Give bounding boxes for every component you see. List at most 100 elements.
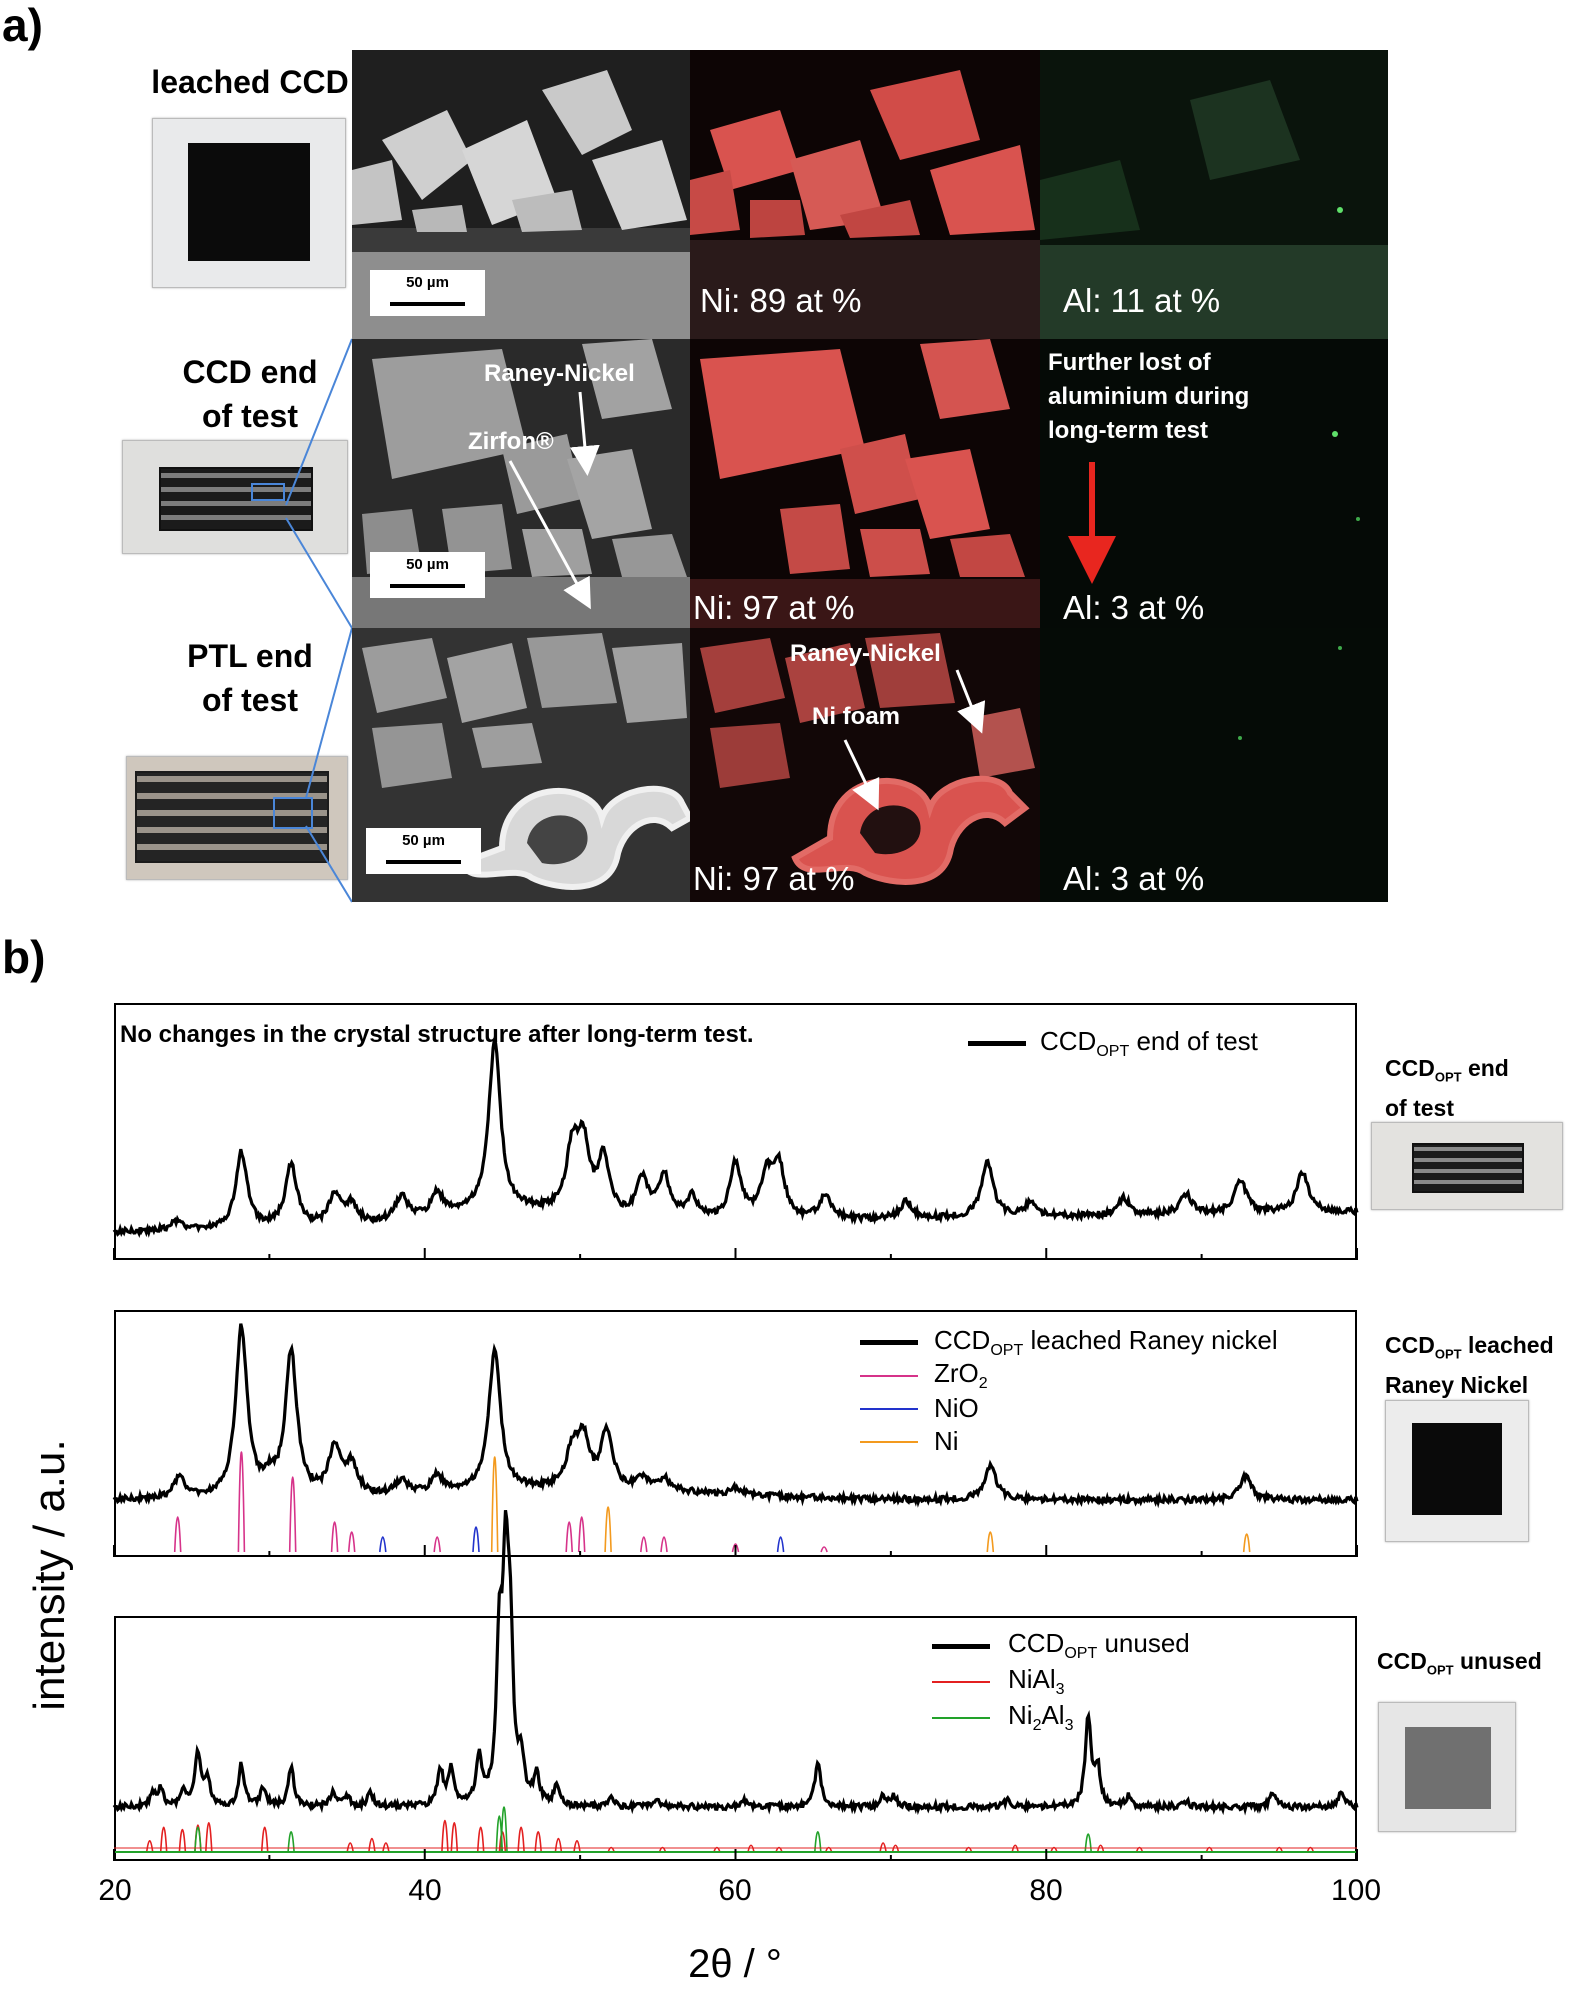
row-label-ptl-end-of-test: PTL end of test: [160, 634, 340, 722]
reference-peak: [159, 1826, 168, 1853]
al-at-percent-row1: Al: 11 at %: [1063, 282, 1221, 319]
reference-peak: [879, 1842, 887, 1853]
scale-bar: 50 µm: [370, 552, 485, 598]
legend-item: NiO: [860, 1392, 1278, 1425]
reference-peak: [500, 1806, 508, 1853]
reference-peak: [347, 1531, 356, 1553]
legend-item: CCDOPT leached Raney nickel: [860, 1324, 1278, 1360]
reference-peak: [814, 1830, 822, 1853]
reference-peak: [330, 1521, 339, 1553]
reference-peak: [260, 1826, 269, 1853]
side-label-line: CCDOPT end: [1385, 1055, 1509, 1085]
reference-peak: [1096, 1844, 1105, 1853]
side-label-leached: CCDOPT leached Raney Nickel: [1385, 1330, 1554, 1400]
reference-peak: [820, 1546, 828, 1553]
zoom-box: [273, 797, 313, 829]
reference-peak: [747, 1844, 755, 1853]
ni-at-percent-row2: Ni: 97 at %: [693, 589, 855, 626]
reference-peak: [573, 1839, 581, 1853]
legend-swatch: [932, 1717, 990, 1719]
leached-ccd-photo: [152, 118, 346, 288]
note-line: aluminium during: [1048, 383, 1250, 410]
xrd-panel-end-of-test: [114, 1003, 1357, 1260]
sem-image-ptl-end-of-test: [352, 628, 690, 902]
al-at-percent-row2: Al: 3 at %: [1063, 589, 1205, 626]
legend-item: Ni2Al3: [932, 1700, 1190, 1736]
side-label-line: CCDOPT leached: [1385, 1332, 1554, 1362]
ni-map-ptl-end-of-test: [690, 628, 1040, 902]
ni-foam-annotation: Ni foam: [812, 703, 901, 730]
reference-peak: [379, 1536, 387, 1553]
x-tick-label: 60: [718, 1874, 752, 1907]
legend-label: Ni2Al3: [1008, 1700, 1074, 1735]
sem-image-leached-ccd: [352, 50, 690, 339]
xrd-headline: No changes in the crystal structure afte…: [120, 1021, 754, 1048]
legend-item: Ni: [860, 1425, 1278, 1458]
legend-swatch: [860, 1374, 918, 1377]
electrode-square: [188, 143, 310, 261]
reference-peak: [287, 1830, 295, 1853]
xrd-pattern-line: [112, 1509, 1359, 1816]
legend-label: CCDOPT leached Raney nickel: [934, 1324, 1278, 1360]
row-label-line: PTL end: [187, 638, 313, 674]
zoom-box: [251, 483, 285, 501]
legend-swatch: [932, 1643, 990, 1649]
scale-bar-line: [390, 584, 465, 588]
note-line: long-term test: [1048, 417, 1209, 444]
al-map-ptl-end-of-test: [1040, 628, 1388, 902]
reference-peak: [433, 1536, 441, 1553]
legend-unused: CCDOPT unused NiAl3 Ni2Al3: [932, 1628, 1190, 1736]
reference-peak: [288, 1476, 297, 1553]
legend-item: CCDOPT end of test: [968, 1026, 1258, 1061]
xrd-panel-unused: [114, 1616, 1357, 1861]
side-label-line: Raney Nickel: [1385, 1371, 1529, 1398]
legend-swatch: [860, 1440, 918, 1443]
reference-peak: [450, 1822, 459, 1853]
electrode-square: [1405, 1727, 1491, 1809]
scale-bar-line: [386, 860, 461, 864]
reference-peak: [1242, 1533, 1251, 1553]
legend-label: Ni: [934, 1426, 959, 1456]
reference-peak: [382, 1842, 390, 1853]
scale-bar-label: 50 µm: [402, 832, 445, 849]
reference-peak: [776, 1536, 785, 1553]
reference-peak: [891, 1844, 900, 1853]
scale-bar: 50 µm: [370, 270, 485, 316]
reference-peak: [145, 1839, 154, 1853]
reference-peak: [604, 1506, 612, 1553]
reference-peak: [565, 1521, 573, 1553]
x-tick-label: 80: [1029, 1874, 1063, 1907]
row-label-line: of test: [202, 398, 298, 434]
reference-peak: [237, 1451, 246, 1553]
electrode-striped: [1412, 1143, 1524, 1193]
reference-peak: [472, 1526, 480, 1553]
row-label-line: leached CCD: [151, 64, 349, 100]
reference-peak: [554, 1837, 563, 1853]
legend-label: NiO: [934, 1393, 979, 1423]
x-axis-label: 2θ / °: [688, 1942, 782, 1986]
legend-item: CCDOPT unused: [932, 1628, 1190, 1664]
ni-map-ccd-end-of-test: [690, 339, 1040, 628]
row-label-line: of test: [202, 682, 298, 718]
scale-bar-line: [390, 302, 465, 306]
legend-leached: CCDOPT leached Raney nickel ZrO2 NiO Ni: [860, 1324, 1278, 1458]
annotation-arrows: [508, 391, 1116, 811]
row-label-leached-ccd: leached CCD: [150, 60, 350, 104]
unused-ccd-photo: [1378, 1702, 1516, 1832]
side-label-end-of-test: CCDOPT end of test: [1385, 1053, 1509, 1123]
reference-peak: [178, 1828, 187, 1853]
panel-b-label: b): [2, 931, 46, 983]
reference-peak: [577, 1516, 586, 1553]
xrd-pattern-line: [112, 1039, 1359, 1239]
ni-at-percent-row1: Ni: 89 at %: [700, 282, 862, 319]
scale-bar-label: 50 µm: [406, 274, 449, 291]
reference-peak: [346, 1842, 354, 1853]
reference-peak: [517, 1826, 525, 1853]
legend-label: ZrO2: [934, 1357, 988, 1393]
x-tick-label: 100: [1330, 1874, 1382, 1907]
legend-item: NiAl3: [932, 1664, 1190, 1700]
panel-a-label: a): [2, 0, 43, 51]
reference-peak: [640, 1536, 648, 1553]
zirfon-annotation: Zirfon®: [468, 428, 554, 455]
legend-end-of-test: CCDOPT end of test: [968, 1026, 1258, 1061]
